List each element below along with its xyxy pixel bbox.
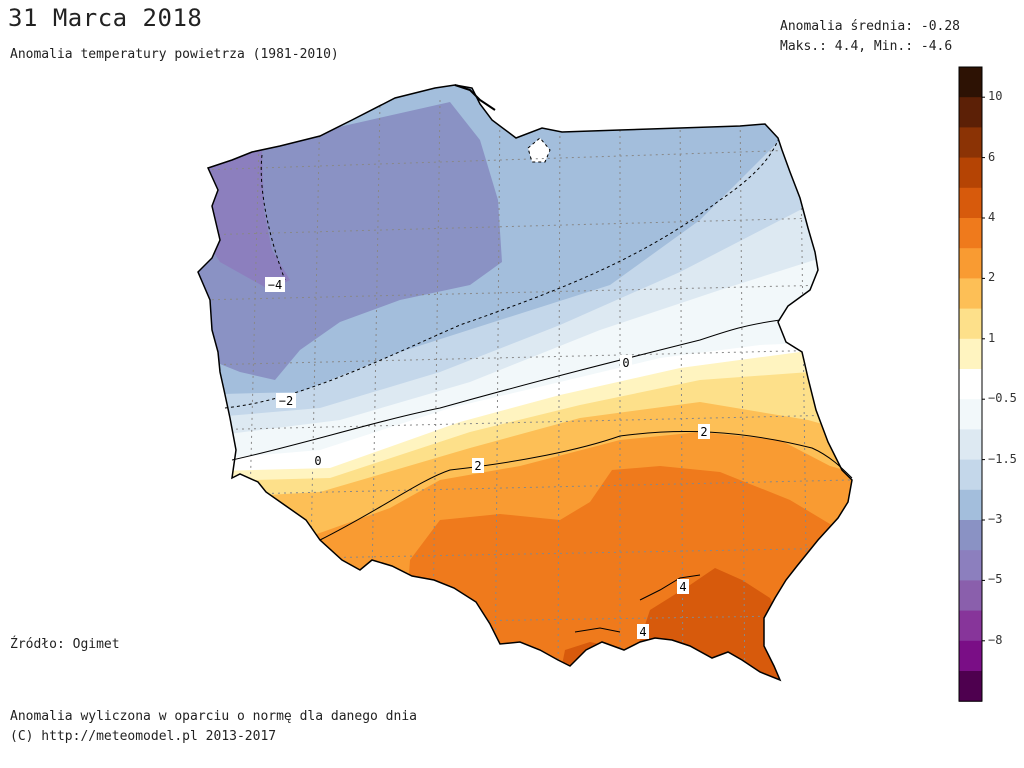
colorbar-swatch	[959, 67, 982, 98]
colorbar-swatch	[959, 157, 982, 189]
colorbar-swatch	[959, 459, 982, 491]
colorbar-tick-label: 2	[988, 270, 996, 285]
contour-label-0-east: 0	[620, 355, 632, 370]
colorbar-swatch	[959, 338, 982, 370]
colorbar-tick-label: 6	[988, 149, 996, 164]
footer: Anomalia wyliczona w oparciu o normę dla…	[10, 707, 417, 747]
colorbar-swatch	[959, 580, 982, 612]
colorbar-tick-label: 10	[988, 89, 1003, 104]
svg-text:2: 2	[700, 425, 707, 439]
contours	[224, 137, 853, 541]
svg-text:4: 4	[679, 580, 686, 594]
svg-text:−2: −2	[279, 394, 293, 408]
anomaly-field	[198, 85, 852, 680]
colorbar-tick-label: −5	[988, 572, 1003, 587]
page-subtitle: Anomalia temperatury powietrza (1981-201…	[10, 47, 339, 62]
contour-label-2-east: 2	[698, 424, 710, 439]
svg-text:−4: −4	[268, 278, 282, 292]
colorbar-tick-label: 4	[988, 210, 996, 224]
source-note: Źródło: Ogimet	[10, 637, 120, 652]
colorbar	[958, 66, 985, 702]
colorbar-swatch	[959, 248, 982, 279]
colorbar-frame	[958, 66, 983, 702]
mean-anomaly: Anomalia średnia: -0.28	[780, 19, 961, 34]
footer-copyright: (C) http://meteomodel.pl 2013-2017	[10, 729, 277, 744]
colorbar-swatch	[959, 369, 982, 400]
colorbar-swatch	[959, 97, 982, 128]
colorbar-swatch	[959, 127, 982, 159]
colorbar-swatch	[959, 489, 982, 521]
contour-label-4-east: 4	[677, 579, 689, 594]
contour-0	[231, 319, 781, 461]
colorbar-tick-label: −8	[988, 632, 1003, 647]
colorbar-swatch	[959, 550, 982, 581]
contour-label-0-west: 0	[312, 453, 324, 468]
contour-minus-4	[260, 154, 286, 281]
contour-lake	[527, 137, 551, 163]
colorbar-tick-label: −3	[988, 512, 1003, 526]
svg-text:0: 0	[622, 356, 629, 370]
poland-border	[197, 84, 853, 682]
colorbar-swatch	[959, 218, 982, 249]
colorbar-swatch	[959, 278, 982, 310]
contour-2	[319, 431, 853, 541]
band-minus-5	[200, 150, 290, 290]
max-min-anomaly: Maks.: 4.4, Min.: -4.6	[780, 39, 953, 54]
svg-text:0: 0	[314, 454, 321, 468]
hel-peninsula	[454, 84, 496, 111]
contour-minus-2	[224, 139, 779, 409]
colorbar-swatch	[959, 399, 982, 430]
footer-note: Anomalia wyliczona w oparciu o normę dla…	[10, 709, 417, 724]
svg-text:4: 4	[639, 625, 646, 639]
colorbar-swatch	[959, 640, 982, 672]
colorbar-tick-label: −0.5	[988, 391, 1017, 406]
colorbar-swatch	[959, 308, 982, 340]
colorbar-swatch	[959, 429, 982, 461]
stats-block: Anomalia średnia: -0.28 Maks.: 4.4, Min.…	[780, 17, 960, 57]
contour-label-minus-2: −2	[276, 393, 296, 408]
colorbar-tick-label: −1.5	[988, 451, 1017, 466]
contour-label-minus-4: −4	[265, 277, 285, 292]
colorbar-swatch	[959, 610, 982, 642]
colorbar-swatch	[959, 671, 982, 702]
contour-label-2-west: 2	[472, 458, 484, 473]
svg-text:2: 2	[474, 459, 481, 473]
colorbar-tick-label: 1	[988, 330, 996, 345]
colorbar-swatch	[959, 187, 982, 219]
page-title: 31 Marca 2018	[8, 4, 203, 32]
mountain-border-detail-2	[574, 627, 621, 633]
colorbar-swatch	[959, 520, 982, 551]
contour-label-4-west: 4	[637, 624, 649, 639]
band-plus-4-west	[555, 642, 640, 680]
band-minus-4	[198, 102, 502, 380]
contour-labels: −4 −2 0 0 2 2 4 4	[265, 277, 710, 639]
mountain-border-detail	[639, 574, 701, 601]
